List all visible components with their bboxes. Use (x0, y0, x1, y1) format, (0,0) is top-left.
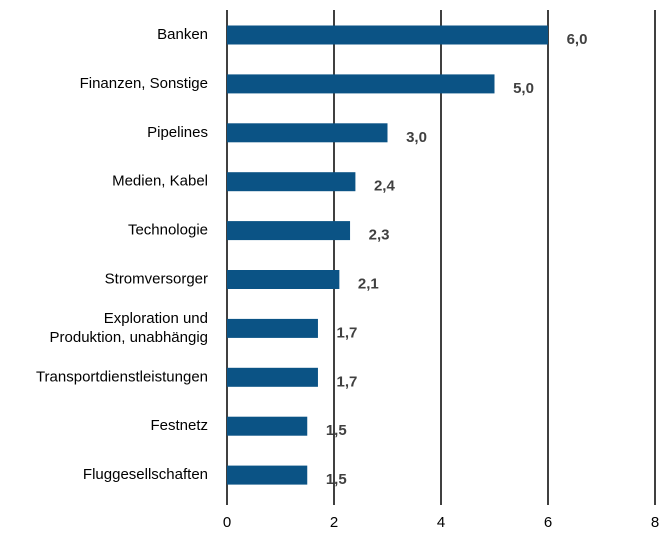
y-tick-label: Exploration und Produktion, unabhängig (50, 310, 208, 346)
bar (227, 74, 495, 94)
x-tick-label: 8 (651, 514, 659, 531)
y-tick-label: Fluggesellschaften (83, 466, 208, 483)
y-tick-label: Technologie (128, 222, 208, 239)
value-label: 6,0 (567, 31, 588, 48)
bar (227, 123, 388, 143)
x-tick-label: 6 (544, 514, 552, 531)
value-label: 3,0 (406, 129, 427, 146)
bar (227, 416, 308, 436)
x-tick-label: 0 (223, 514, 231, 531)
value-label: 1,5 (326, 422, 347, 439)
x-tick-label: 4 (437, 514, 445, 531)
y-tick-label: Finanzen, Sonstige (80, 75, 208, 92)
bar (227, 270, 340, 289)
bar (227, 465, 308, 485)
bar (227, 367, 318, 387)
y-tick-label: Pipelines (147, 124, 208, 141)
value-label: 2,3 (369, 227, 390, 244)
y-tick-label: Medien, Kabel (112, 173, 208, 190)
value-label: 2,4 (374, 178, 396, 195)
value-label: 5,0 (513, 80, 534, 97)
y-tick-label: Festnetz (150, 417, 208, 434)
y-tick-label: Stromversorger (105, 270, 208, 287)
value-label: 1,7 (337, 373, 358, 390)
bar (227, 318, 318, 338)
bar (227, 172, 356, 192)
value-label: 2,1 (358, 275, 379, 292)
value-label: 1,7 (337, 324, 358, 341)
x-tick-label: 2 (330, 514, 338, 531)
bar (227, 25, 548, 45)
y-tick-label: Transportdienstleistungen (36, 368, 208, 385)
y-tick-label: Banken (157, 26, 208, 43)
value-label: 1,5 (326, 471, 347, 488)
bar (227, 221, 351, 241)
